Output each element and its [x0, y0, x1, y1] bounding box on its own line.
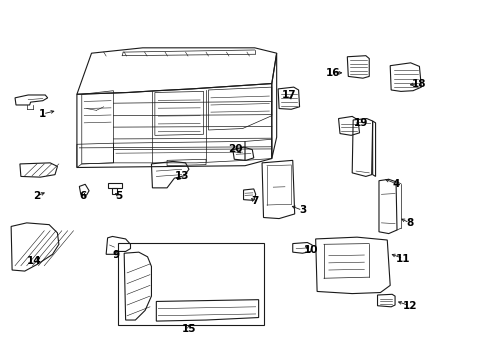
Text: 9: 9 [112, 250, 120, 260]
Text: 16: 16 [325, 68, 340, 78]
Text: 1: 1 [39, 109, 47, 119]
Text: 10: 10 [303, 245, 318, 255]
Text: 12: 12 [402, 301, 417, 311]
Text: 17: 17 [282, 90, 296, 100]
Text: 13: 13 [174, 171, 189, 181]
Text: 11: 11 [396, 253, 411, 264]
Text: 6: 6 [79, 191, 87, 201]
Bar [118, 243, 265, 325]
Text: 2: 2 [33, 191, 40, 201]
Text: 14: 14 [27, 256, 42, 266]
Text: 5: 5 [116, 191, 123, 201]
Text: 20: 20 [228, 144, 243, 154]
Text: 18: 18 [412, 78, 427, 89]
Text: 8: 8 [406, 218, 413, 228]
Text: 4: 4 [392, 179, 400, 189]
Text: 7: 7 [251, 197, 258, 206]
Text: 19: 19 [354, 118, 368, 128]
Text: 3: 3 [299, 205, 306, 215]
Text: 15: 15 [182, 324, 196, 334]
